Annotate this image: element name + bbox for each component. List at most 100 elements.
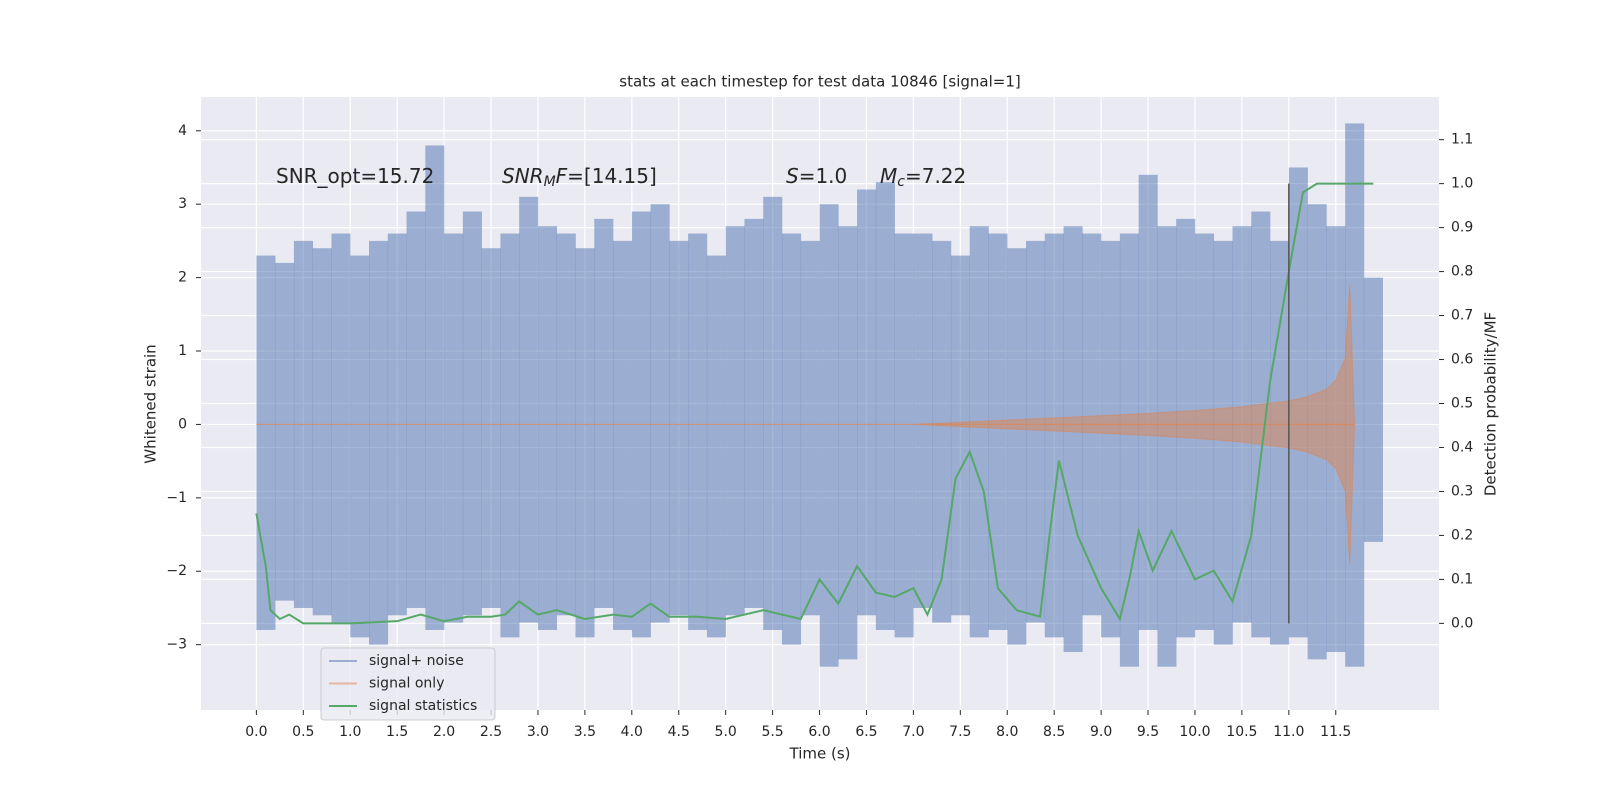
noise-band — [913, 233, 933, 608]
noise-band — [669, 240, 689, 616]
noise-band — [462, 211, 482, 616]
noise-band — [725, 226, 745, 616]
legend-box — [320, 647, 496, 721]
noise-band — [331, 233, 351, 623]
annotation-part: SNR — [502, 164, 544, 188]
x-tick-label: 2.0 — [433, 724, 455, 740]
noise-band — [1157, 226, 1177, 667]
noise-band — [781, 233, 802, 645]
x-tick-label: 4.5 — [668, 724, 690, 740]
noise-band — [706, 255, 726, 638]
noise-band — [1026, 240, 1046, 623]
noise-band — [1044, 233, 1064, 638]
signal-envelope — [256, 284, 1356, 425]
noise-band — [481, 248, 501, 608]
y2-tick-label: 0.4 — [1451, 439, 1473, 455]
noise-band — [350, 255, 370, 638]
noise-band — [369, 240, 389, 645]
noise-band — [969, 226, 989, 638]
noise-band — [275, 262, 295, 601]
noise-band — [819, 204, 839, 667]
x-tick-label: 11.5 — [1320, 724, 1351, 740]
noise-band — [500, 233, 520, 638]
y-tick-label: 4 — [178, 123, 187, 139]
annotation: Mc=7.22 — [880, 164, 966, 191]
chart-title: stats at each timestep for test data 108… — [619, 73, 1020, 91]
x-tick-label: 7.0 — [902, 724, 924, 740]
y-axis-label: Whitened strain — [142, 344, 160, 463]
y-tick-label: 2 — [178, 270, 187, 286]
x-tick-label: 5.5 — [761, 724, 783, 740]
y2-tick-label: 0.0 — [1451, 615, 1473, 631]
noise-band — [650, 204, 670, 623]
y2-tick-label: 0.2 — [1451, 527, 1473, 543]
annotation-part: F — [556, 164, 568, 188]
noise-band — [744, 218, 764, 608]
annotation: SNRMF=[14.15] — [502, 164, 657, 191]
x-tick-label: 8.0 — [996, 724, 1018, 740]
legend-label: signal statistics — [369, 698, 477, 714]
x-tick-label: 1.5 — [386, 724, 408, 740]
x-tick-label: 9.5 — [1137, 724, 1159, 740]
y2-tick-label: 0.6 — [1451, 352, 1473, 368]
x-tick-label: 8.5 — [1043, 724, 1065, 740]
y2-tick-label: 1.1 — [1451, 132, 1473, 148]
noise-band — [406, 211, 426, 608]
x-tick-label: 6.0 — [808, 724, 830, 740]
noise-band — [312, 248, 332, 616]
statistic-line — [255, 182, 1374, 625]
x-tick-label: 0.5 — [292, 724, 314, 740]
noise-band — [1363, 277, 1383, 542]
x-tick-label: 9.0 — [1090, 724, 1112, 740]
annotation-part: c — [897, 174, 905, 190]
y2-tick-label: 0.8 — [1451, 264, 1473, 280]
annotation-part: M — [880, 164, 897, 188]
y2-tick-label: 0.3 — [1451, 483, 1473, 499]
noise-band — [932, 240, 952, 623]
x-axis-label: Time (s) — [789, 745, 851, 763]
noise-band — [838, 226, 858, 660]
y-tick-label: 3 — [178, 196, 187, 212]
x-tick-label: 3.0 — [527, 724, 549, 740]
x-tick-label: 10.0 — [1179, 724, 1210, 740]
noise-band — [988, 233, 1008, 630]
signal-envelope-mirror — [256, 423, 1356, 564]
y2-axis-label: Detection probability/MF — [1482, 312, 1500, 496]
noise-band — [875, 182, 895, 630]
annotation-part: =[14.15] — [567, 164, 657, 188]
noise-band — [613, 240, 633, 630]
annotation-part: =7.22 — [905, 164, 966, 188]
y-tick-label: 1 — [178, 343, 187, 359]
y-tick-label: 0 — [178, 416, 187, 432]
noise-band — [444, 233, 464, 623]
noise-band — [763, 196, 783, 630]
y2-tick-label: 0.9 — [1451, 220, 1473, 236]
noise-band — [537, 226, 558, 630]
noise-band — [519, 196, 539, 623]
noise-band — [1063, 226, 1083, 653]
x-tick-label: 10.5 — [1226, 724, 1257, 740]
noise-band — [1213, 240, 1233, 645]
legend: signal+ noise signal only signal statistic… — [320, 647, 496, 721]
x-tick-label: 1.0 — [339, 724, 361, 740]
x-tick-label: 6.5 — [855, 724, 877, 740]
noise-band — [1138, 174, 1158, 630]
y2-tick-label: 0.7 — [1451, 308, 1473, 324]
x-tick-label: 4.0 — [621, 724, 643, 740]
x-tick-label: 0.0 — [245, 724, 267, 740]
ticks: 0.0 0.5 1.0 1.5 2.0 2.5 3.0 3.5 4.0 4.5 5.0 5.5 6.0 6… — [166, 123, 1473, 740]
noise-band — [950, 255, 971, 616]
x-tick-label: 2.5 — [480, 724, 502, 740]
x-tick-label: 5.0 — [715, 724, 737, 740]
noise-band — [1101, 240, 1121, 638]
y2-tick-label: 0.5 — [1451, 396, 1473, 412]
y-tick-label: −3 — [166, 637, 187, 653]
x-tick-label: 7.5 — [949, 724, 971, 740]
annotation-part: =1.0 — [799, 164, 848, 188]
plot-area — [255, 123, 1383, 667]
annotation: S=1.0 — [786, 164, 847, 188]
noise-band — [1119, 233, 1139, 667]
x-tick-label: 3.5 — [574, 724, 596, 740]
y-tick-label: −2 — [166, 563, 187, 579]
